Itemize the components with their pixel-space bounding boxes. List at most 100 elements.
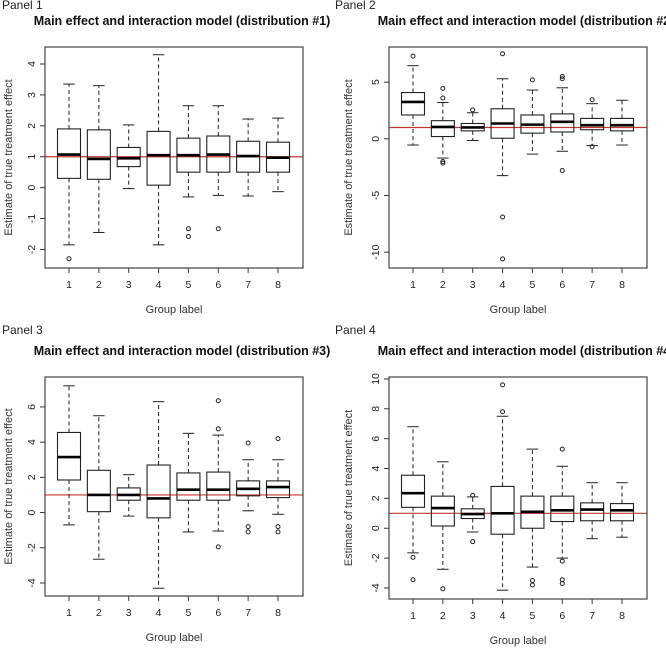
outlier-point [529,577,535,583]
iqr-box [490,485,515,535]
box-group-1 [400,426,426,583]
chart-title: Main effect and interaction model (distr… [378,14,666,28]
outlier-point [275,524,281,530]
y-tick-label: 5 [370,79,382,85]
iqr-box [176,472,201,501]
y-axis-label: Estimate of true treatment effect [3,408,15,564]
y-tick-label: 2 [26,123,38,129]
y-tick-label: -2 [26,245,38,254]
y-axis-label: Estimate of true treatment effect [3,79,15,235]
x-axis-label: Group label [490,635,547,647]
y-tick-label: -5 [370,191,382,200]
box-group-7 [236,118,261,197]
outlier-point [245,524,251,530]
x-tick-label: 2 [96,607,102,619]
panel-label: Panel 1 [2,0,43,12]
plot-frame [388,376,648,600]
x-tick-label: 3 [126,607,132,619]
box-group-4 [146,401,171,589]
outlier-point [410,554,416,560]
x-tick-label: 5 [530,279,536,291]
iqr-box [86,129,111,180]
outlier-point [440,95,446,101]
outlier-point [440,160,446,166]
outlier-point [185,233,191,239]
iqr-box [609,503,635,522]
y-tick-label: 0 [26,509,38,515]
box-group-2 [86,85,111,233]
outlier-point [500,214,506,220]
y-tick-label: 4 [370,465,382,471]
y-tick-label: 0 [370,525,382,531]
y-tick-label: 2 [26,474,38,480]
outlier-point [559,73,565,79]
outlier-point [500,409,506,415]
panel-label: Panel 3 [2,323,43,337]
x-tick-label: 5 [186,279,192,291]
x-axis-label: Group label [146,304,203,316]
y-tick-label: 0 [370,136,382,142]
x-tick-label: 4 [500,610,506,622]
x-tick-label: 3 [470,610,476,622]
x-tick-label: 7 [589,279,595,291]
box-group-3 [116,474,141,517]
outlier-point [470,492,476,498]
panel-label: Panel 2 [335,0,376,12]
outlier-point [529,77,535,83]
boxplot-chart: Main effect and interaction model (distr… [3,344,330,644]
y-tick-label: 3 [26,92,38,98]
iqr-box [206,471,231,501]
outlier-point [559,168,565,174]
box-group-2 [430,85,455,166]
iqr-box [430,120,455,138]
panel-label: Panel 4 [335,323,376,337]
outlier-point [245,440,251,446]
outlier-point [440,85,446,91]
outlier-point [559,580,565,586]
outlier-point [559,446,565,452]
box-group-4 [490,382,515,591]
x-tick-label: 2 [96,279,102,291]
box-group-6 [206,105,231,232]
y-tick-label: -10 [370,244,382,259]
iqr-box [400,474,426,508]
outlier-point [215,398,221,404]
y-tick-label: 0 [26,185,38,191]
outlier-point [245,529,251,535]
box-group-1 [56,83,82,262]
box-group-8 [265,117,291,193]
x-tick-label: 1 [410,279,416,291]
y-tick-label: 10 [370,373,382,385]
iqr-box [86,469,111,513]
box-group-8 [609,99,635,146]
y-tick-label: -1 [26,214,38,223]
x-tick-label: 5 [186,607,192,619]
iqr-box [146,464,171,519]
panel-4: Panel 4 Main effect and interaction mode… [333,323,666,649]
x-tick-label: 6 [559,279,565,291]
x-tick-label: 1 [66,607,72,619]
box-group-3 [460,107,485,141]
plot-frame [44,46,304,269]
box-group-2 [86,415,111,560]
y-axis-label: Estimate of true treatment effect [343,410,355,566]
box-group-3 [460,492,485,545]
x-tick-label: 6 [559,610,565,622]
outlier-point [275,436,281,442]
x-tick-label: 1 [410,610,416,622]
iqr-box [265,480,291,499]
y-tick-label: -2 [370,553,382,562]
panel-2: Panel 2 Main effect and interaction mode… [333,0,666,325]
box-group-8 [609,482,635,538]
outlier-point [215,226,221,232]
x-axis-label: Group label [146,632,203,644]
iqr-box [430,495,455,527]
y-tick-label: 8 [370,406,382,412]
x-tick-label: 3 [470,279,476,291]
box-group-1 [400,53,426,146]
x-tick-label: 8 [619,279,625,291]
box-group-4 [490,51,515,262]
x-tick-label: 2 [440,610,446,622]
x-tick-label: 4 [500,279,506,291]
